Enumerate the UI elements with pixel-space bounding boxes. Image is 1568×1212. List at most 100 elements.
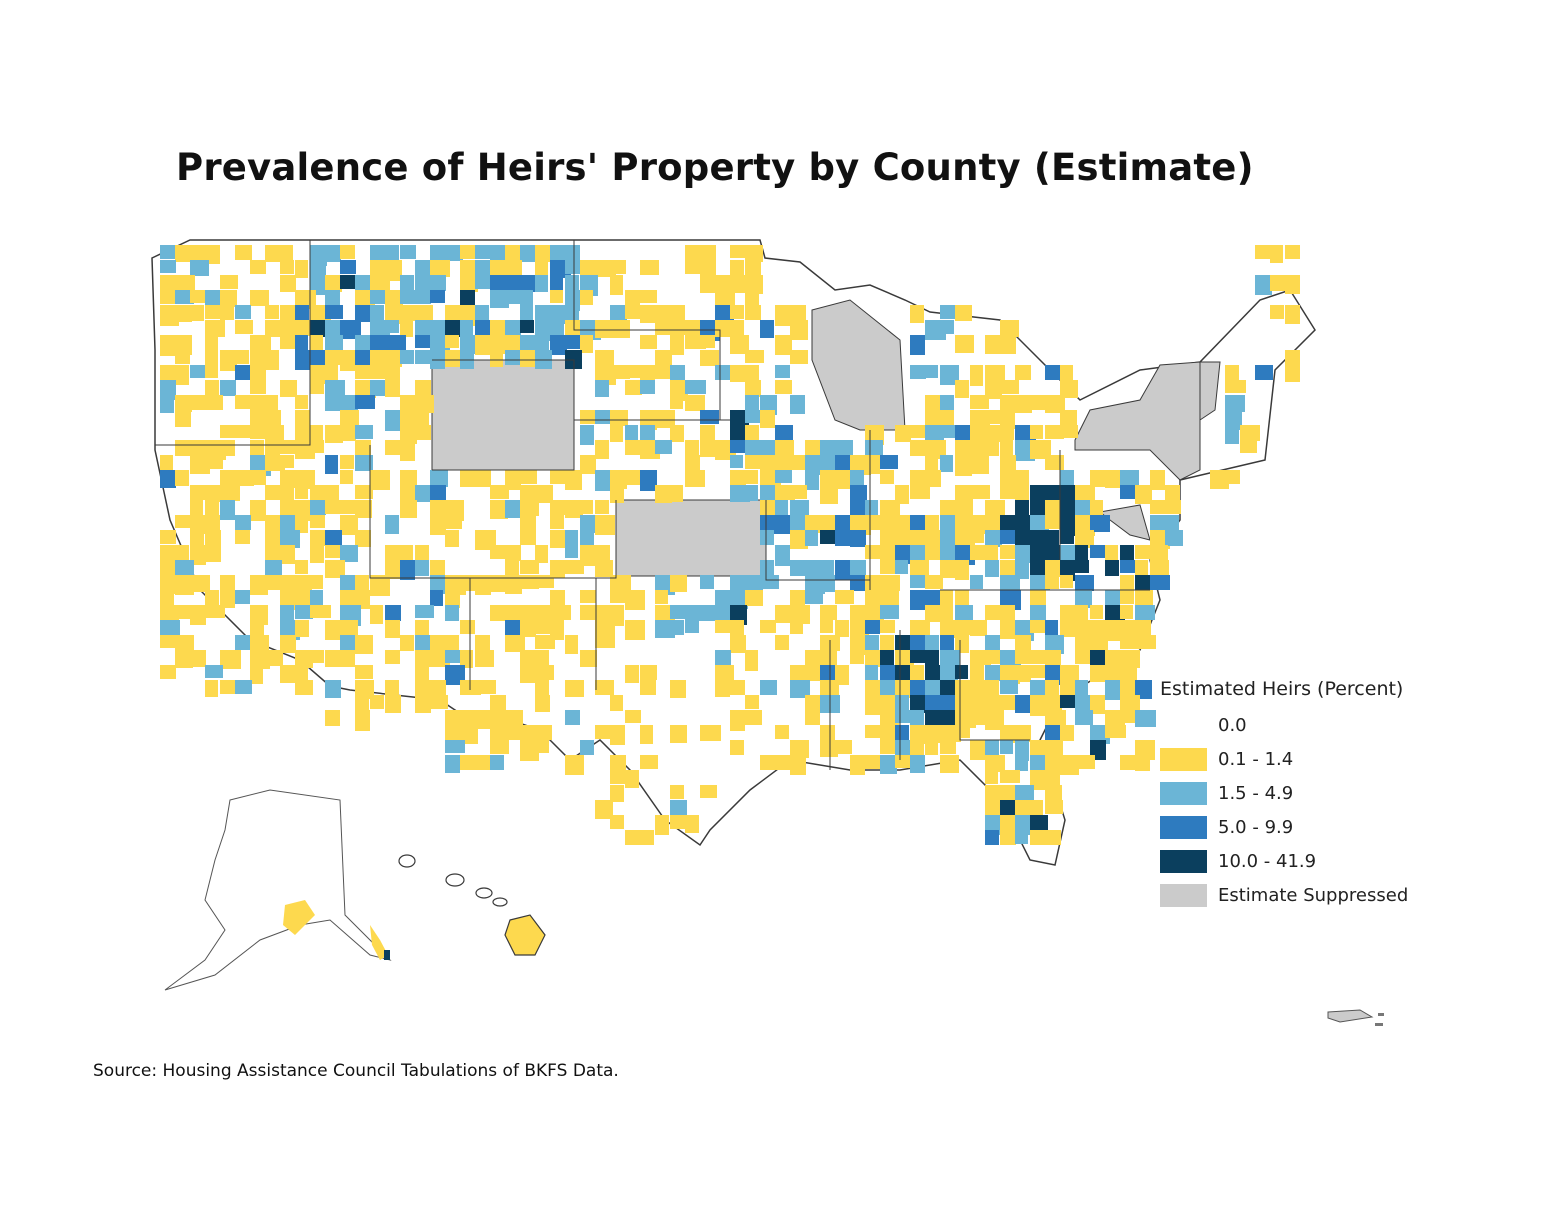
county-cell (550, 320, 564, 337)
county-cell (175, 365, 189, 385)
county-cell (295, 335, 308, 351)
county-cell (385, 440, 404, 455)
county-cell (730, 260, 744, 277)
county-cell (895, 515, 914, 532)
county-cell (325, 380, 345, 399)
county-cell (1240, 440, 1257, 453)
county-cell (205, 485, 223, 502)
county-cell (565, 545, 578, 558)
county-cell (325, 290, 340, 306)
county-cell (745, 425, 759, 443)
county-cell (310, 575, 323, 589)
county-cell (880, 710, 899, 725)
county-cell (970, 365, 983, 386)
county-cell (580, 425, 594, 445)
county-cell (475, 320, 490, 337)
county-cell (685, 605, 703, 621)
county-cell (700, 245, 716, 263)
county-cell (715, 290, 735, 308)
county-cell (655, 410, 675, 428)
county-cell (580, 530, 594, 545)
county-cell (805, 560, 823, 579)
state-borders (155, 240, 1150, 770)
county-cell (625, 380, 642, 395)
county-cell (865, 755, 884, 769)
county-cell (655, 365, 673, 379)
county-cell (715, 605, 734, 624)
county-cell (865, 725, 884, 738)
county-cell (625, 290, 640, 307)
county-cell (880, 680, 897, 698)
county-cell (895, 635, 912, 652)
county-cell (790, 500, 809, 519)
county-cell (310, 350, 329, 369)
county-cell (985, 530, 1002, 547)
county-cell (160, 575, 177, 594)
county-cell (820, 515, 835, 532)
county-cell (985, 755, 1005, 772)
county-cell (490, 545, 509, 559)
county-cell (505, 500, 524, 518)
county-cell (460, 320, 473, 339)
county-cell (415, 380, 431, 395)
county-cell (295, 350, 310, 370)
county-cell (610, 590, 628, 603)
county-cell (910, 515, 927, 530)
county-cell (1015, 635, 1031, 652)
legend-swatch (1160, 781, 1207, 805)
county-cell (895, 740, 910, 759)
county-cell (160, 245, 177, 259)
county-cell (1000, 335, 1016, 354)
county-cell (355, 455, 373, 471)
county-cell (610, 725, 625, 745)
county-cell (175, 605, 191, 619)
legend-item: 5.0 - 9.9 (1160, 810, 1460, 844)
county-cell (400, 290, 418, 304)
county-cell (565, 335, 581, 349)
county-cell (355, 665, 373, 679)
county-cell (220, 440, 235, 456)
county-cell (1075, 755, 1095, 769)
county-cell (505, 350, 523, 365)
county-cell (355, 680, 374, 699)
county-cell (1060, 530, 1074, 544)
county-cell (430, 560, 445, 579)
county-cell (580, 410, 596, 424)
county-cell (1000, 395, 1017, 413)
county-cell (430, 275, 446, 291)
county-cell (745, 650, 758, 671)
county-cell (1120, 485, 1136, 499)
county-cell (190, 530, 204, 548)
county-cell (1015, 650, 1033, 664)
county-cell (865, 650, 884, 667)
county-cell (895, 680, 910, 698)
county-cell (925, 590, 940, 606)
county-cell (355, 590, 370, 609)
county-cell (490, 605, 507, 621)
county-cell (640, 470, 657, 491)
county-cell (490, 485, 509, 499)
county-cell (565, 710, 580, 725)
county-cell (310, 260, 326, 277)
county-cell (970, 485, 990, 499)
legend-label: 10.0 - 41.9 (1218, 850, 1317, 872)
county-cell (910, 470, 925, 485)
county-cell (790, 755, 806, 775)
county-cell (235, 470, 254, 486)
county-cell (850, 485, 867, 503)
county-cell (715, 590, 732, 609)
county-cell (865, 500, 878, 517)
county-cell (1045, 785, 1062, 802)
county-cell (265, 575, 283, 590)
county-cell (595, 380, 609, 397)
county-cell (985, 365, 1005, 381)
county-cell (295, 560, 308, 574)
county-cell (235, 320, 253, 334)
county-cell (1060, 680, 1076, 696)
county-cell (220, 650, 241, 669)
county-cell (640, 290, 657, 303)
county-cell (1165, 515, 1179, 531)
county-cell (1075, 695, 1091, 713)
county-cell (250, 335, 271, 350)
county-cell (985, 770, 998, 784)
